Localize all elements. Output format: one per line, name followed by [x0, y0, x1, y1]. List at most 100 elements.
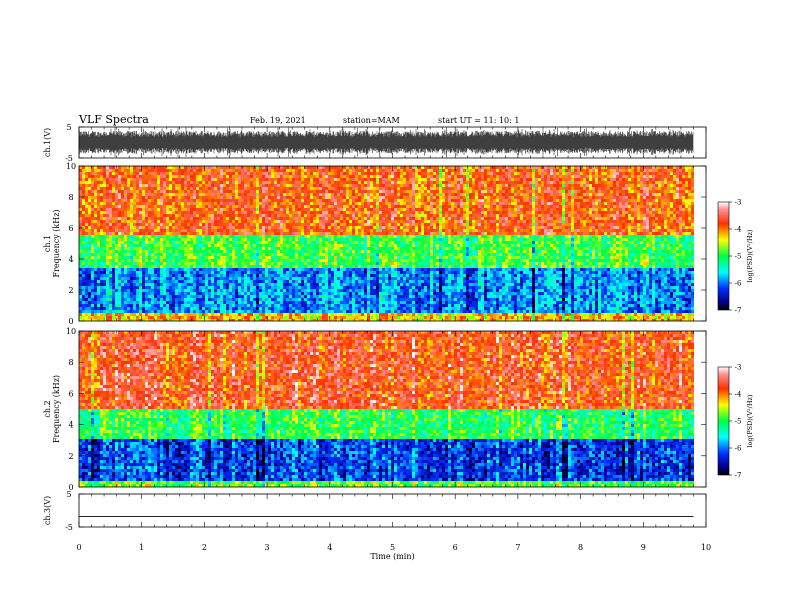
spectrogram-ch1-cell: [661, 232, 664, 235]
spectrogram-ch1-cell: [427, 193, 430, 196]
spectrogram-ch1-cell: [532, 187, 535, 190]
spectrogram-ch1-cell: [679, 193, 682, 196]
spectrogram-ch1-cell: [211, 190, 214, 193]
spectrogram-ch1-cell: [682, 217, 685, 220]
spectrogram-ch1-cell: [85, 199, 88, 202]
spectrogram-ch1-cell: [604, 196, 607, 199]
spectrogram-ch1-cell: [373, 226, 376, 229]
spectrogram-ch1-cell: [415, 178, 418, 181]
spectrogram-ch1-cell: [331, 172, 334, 175]
spectrogram-ch1-cell: [88, 172, 91, 175]
spectrogram-ch1-cell: [400, 178, 403, 181]
spectrogram-ch1-cell: [382, 166, 385, 169]
spectrogram-ch1-cell: [373, 196, 376, 199]
spectrogram-ch1-cell: [379, 178, 382, 181]
spectrogram-ch1-cell: [568, 196, 571, 199]
spectrogram-ch1-cell: [670, 217, 673, 220]
spectrogram-ch1-cell: [151, 187, 154, 190]
spectrogram-ch1-cell: [328, 193, 331, 196]
spectrogram-ch1-cell: [625, 235, 628, 238]
spectrogram-ch1-cell: [355, 196, 358, 199]
spectrogram-ch1-cell: [85, 235, 88, 238]
spectrogram-ch1-cell: [463, 187, 466, 190]
spectrogram-ch1-cell: [271, 190, 274, 193]
spectrogram-ch1-cell: [214, 184, 217, 187]
spectrogram-ch1-cell: [691, 229, 694, 232]
spectrogram-ch1-cell: [127, 220, 130, 223]
spectrogram-ch1-cell: [367, 205, 370, 208]
spectrogram-ch1-cell: [586, 220, 589, 223]
spectrogram-ch1-cell: [280, 181, 283, 184]
spectrogram-ch1-cell: [598, 229, 601, 232]
spectrogram-ch1-cell: [580, 235, 583, 238]
spectrogram-ch1-cell: [673, 205, 676, 208]
spectrogram-ch1-cell: [274, 172, 277, 175]
spectrogram-ch1-cell: [448, 217, 451, 220]
spectrogram-ch1-cell: [574, 214, 577, 217]
spectrogram-ch1-cell: [373, 208, 376, 211]
spectrogram-ch1-cell: [676, 226, 679, 229]
spectrogram-ch1-cell: [103, 178, 106, 181]
spectrogram-ch1-cell: [484, 190, 487, 193]
spectrogram-ch1-cell: [652, 187, 655, 190]
spectrogram-ch1-cell: [619, 175, 622, 178]
spectrogram-ch1-cell: [478, 178, 481, 181]
spectrogram-ch1-cell: [157, 217, 160, 220]
spectrogram-ch1-cell: [574, 166, 577, 169]
spectrogram-ch1-cell: [151, 175, 154, 178]
spectrogram-ch1-cell: [217, 202, 220, 205]
chart-title: VLF Spectra: [79, 113, 149, 126]
spectrogram-ch1-cell: [85, 217, 88, 220]
spectrogram-ch1-cell: [259, 172, 262, 175]
spectrogram-ch1-cell: [409, 199, 412, 202]
spectrogram-ch1-cell: [82, 208, 85, 211]
spectrogram-ch1-cell: [310, 220, 313, 223]
spectrogram-ch1-cell: [448, 175, 451, 178]
spectrogram-ch1-cell: [277, 175, 280, 178]
spectrogram-ch1-cell: [478, 199, 481, 202]
spectrogram-ch1-cell: [634, 184, 637, 187]
spectrogram-ch1-cell: [106, 229, 109, 232]
spectrogram-ch1-cell: [328, 190, 331, 193]
spectrogram-ch1-cell: [478, 211, 481, 214]
spectrogram-ch1-cell: [166, 217, 169, 220]
spectrogram-ch1-cell: [202, 202, 205, 205]
spectrogram-ch1-cell: [577, 187, 580, 190]
spectrogram-ch1-cell: [241, 190, 244, 193]
spectrogram-ch1-cell: [292, 205, 295, 208]
spectrogram-ch1-cell: [517, 190, 520, 193]
spectrogram-ch1-cell: [373, 199, 376, 202]
spectrogram-ch1-cell: [154, 193, 157, 196]
spectrogram-ch1-cell: [499, 169, 502, 172]
spectrogram-ch1-cell: [421, 166, 424, 169]
spectrogram-ch1-cell: [595, 178, 598, 181]
spectrogram-ch1-cell: [322, 178, 325, 181]
spectrogram-ch1-cell: [316, 211, 319, 214]
spectrogram-ch1-cell: [691, 223, 694, 226]
spectrogram-ch1-cell: [562, 217, 565, 220]
spectrogram-ch1-cell: [637, 208, 640, 211]
spectrogram-ch1-cell: [250, 217, 253, 220]
spectrogram-ch1-cell: [607, 172, 610, 175]
spectrogram-ch1-cell: [403, 205, 406, 208]
spectrogram-ch1-cell: [382, 223, 385, 226]
spectrogram-ch1-cell: [289, 205, 292, 208]
spectrogram-ch1-cell: [523, 208, 526, 211]
spectrogram-ch1-cell: [670, 178, 673, 181]
spectrogram-ch1-cell: [232, 223, 235, 226]
spectrogram-ch1-cell: [634, 178, 637, 181]
spectrogram-ch1-cell: [415, 190, 418, 193]
spectrogram-ch1-cell: [376, 172, 379, 175]
spectrogram-ch1-cell: [262, 166, 265, 169]
spectrogram-ch1-cell: [133, 181, 136, 184]
spectrogram-ch1-cell: [658, 196, 661, 199]
spectrogram-ch1-cell: [601, 208, 604, 211]
spectrogram-ch1-cell: [553, 196, 556, 199]
spectrogram-ch1-cell: [241, 217, 244, 220]
spectrogram-ch1-cell: [154, 172, 157, 175]
spectrogram-ch1-cell: [523, 190, 526, 193]
spectrogram-ch1-cell: [586, 232, 589, 235]
spectrogram-ch1-cell: [124, 172, 127, 175]
spectrogram-ch1-cell: [232, 181, 235, 184]
spectrogram-ch1-cell: [193, 208, 196, 211]
